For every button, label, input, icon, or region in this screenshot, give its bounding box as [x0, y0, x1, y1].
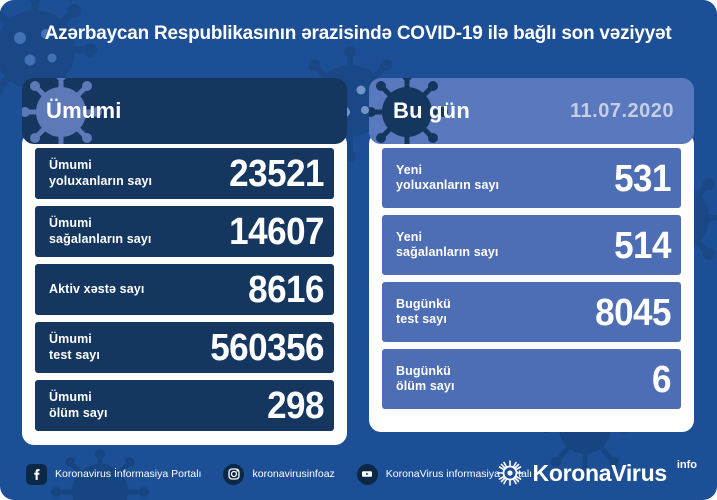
social-label: Koronavirus İnformasiya Portalı — [55, 468, 202, 480]
table-row: Bugünkü ölüm sayı 6 — [382, 349, 681, 409]
stat-label: Aktiv xəstə sayı — [49, 281, 145, 296]
stat-value: 560356 — [210, 326, 324, 369]
panel-total-title: Ümumi — [46, 98, 122, 123]
instagram-icon — [223, 463, 245, 485]
stat-value: 531 — [614, 156, 671, 200]
brand-name: KoronaVirus — [532, 459, 668, 486]
stat-label: Bugünkü ölüm sayı — [396, 363, 455, 393]
social-link-facebook[interactable]: Koronavirus İnformasiya Portalı — [26, 463, 202, 485]
stat-value: 14607 — [229, 210, 324, 253]
panel-today: Bu gün 11.07.2020 Yeni yoluxanların sayı… — [369, 78, 694, 432]
panel-today-header: Bu gün 11.07.2020 — [369, 78, 694, 144]
social-links: Koronavirus İnformasiya Portalı koronavi… — [0, 463, 533, 485]
stat-label: Ümumi yoluxanların sayı — [49, 158, 153, 188]
stat-label: Ümumi test sayı — [49, 332, 100, 362]
panel-today-body: Yeni yoluxanların sayı 531 Yeni sağalanl… — [369, 132, 694, 432]
table-row: Ümumi sağalanların sayı 14607 — [35, 206, 334, 257]
panel-today-date: 11.07.2020 — [570, 99, 674, 122]
brand-logo[interactable]: KoronaVirus info — [496, 459, 697, 487]
youtube-icon — [356, 463, 378, 485]
brand-suffix: info — [676, 459, 697, 471]
table-row: Ümumi test sayı 560356 — [35, 322, 334, 373]
stat-value: 8045 — [595, 290, 671, 334]
page-title: Azərbaycan Respublikasının ərazisində CO… — [45, 22, 672, 44]
social-link-youtube[interactable]: KoronaVirus informasiya portalı — [356, 463, 533, 485]
stat-label: Ümumi ölüm sayı — [49, 390, 108, 420]
facebook-icon — [26, 463, 47, 485]
stat-value: 298 — [267, 384, 324, 427]
table-row: Ümumi ölüm sayı 298 — [35, 380, 334, 431]
table-row: Ümumi yoluxanların sayı 23521 — [35, 148, 334, 199]
infographic-title-bar: Azərbaycan Respublikasının ərazisində CO… — [0, 22, 717, 45]
social-link-instagram[interactable]: koronavirusinfoaz — [223, 463, 335, 485]
stat-value: 23521 — [229, 152, 324, 195]
table-row: Yeni sağalanların sayı 514 — [382, 215, 681, 275]
stat-value: 514 — [614, 223, 671, 267]
table-row: Yeni yoluxanların sayı 531 — [382, 148, 681, 208]
social-label: koronavirusinfoaz — [252, 468, 335, 480]
panel-total: Ümumi Ümumi yoluxanların sayı 23521 Ümum… — [22, 78, 347, 445]
social-label: KoronaVirus informasiya portalı — [385, 468, 533, 480]
stat-value: 6 — [652, 357, 671, 401]
stat-label: Bugünkü test sayı — [396, 296, 451, 326]
table-row: Aktiv xəstə sayı 8616 — [35, 264, 334, 315]
stat-label: Ümumi sağalanların sayı — [49, 216, 152, 246]
panel-total-body: Ümumi yoluxanların sayı 23521 Ümumi sağa… — [22, 132, 347, 445]
footer: Koronavirus İnformasiya Portalı koronavi… — [0, 448, 717, 500]
panel-total-header: Ümumi — [22, 78, 347, 144]
stat-label: Yeni sağalanların sayı — [396, 229, 499, 259]
panel-today-title: Bu gün — [393, 98, 470, 123]
stat-value: 8616 — [248, 268, 324, 311]
stat-label: Yeni yoluxanların sayı — [396, 162, 500, 192]
virus-logo-icon — [496, 460, 523, 486]
table-row: Bugünkü test sayı 8045 — [382, 282, 681, 342]
